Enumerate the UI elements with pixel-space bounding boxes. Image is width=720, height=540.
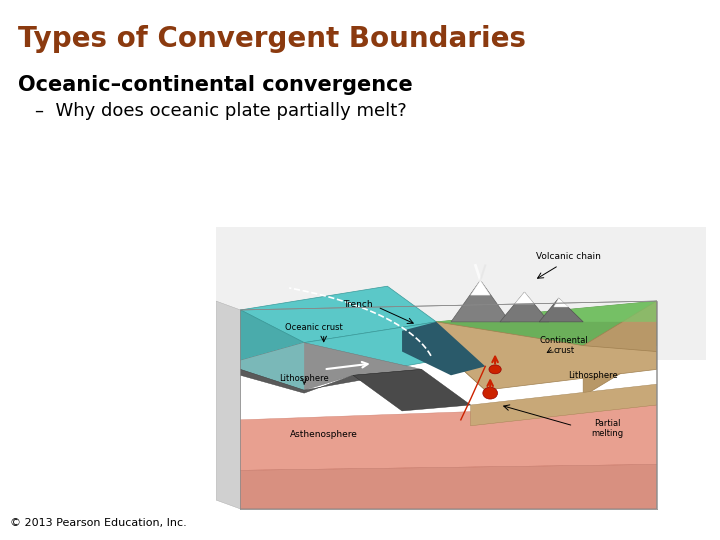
Polygon shape	[500, 292, 549, 322]
Ellipse shape	[489, 365, 501, 374]
Polygon shape	[304, 322, 485, 375]
Polygon shape	[240, 464, 657, 509]
Text: Asthenosphere: Asthenosphere	[289, 430, 358, 439]
Polygon shape	[554, 298, 569, 307]
Text: Partial
melting: Partial melting	[592, 419, 624, 438]
Text: Continental
crust: Continental crust	[539, 336, 588, 355]
Polygon shape	[539, 298, 583, 322]
Polygon shape	[471, 280, 490, 295]
Polygon shape	[240, 310, 304, 390]
Polygon shape	[216, 301, 240, 509]
Polygon shape	[436, 301, 657, 322]
Ellipse shape	[483, 387, 498, 399]
Polygon shape	[240, 286, 436, 342]
Polygon shape	[240, 405, 657, 470]
Text: © 2013 Pearson Education, Inc.: © 2013 Pearson Education, Inc.	[10, 518, 186, 528]
Polygon shape	[216, 227, 706, 361]
Polygon shape	[240, 369, 422, 393]
Text: Oceanic crust: Oceanic crust	[285, 323, 343, 332]
Polygon shape	[451, 280, 510, 322]
Polygon shape	[436, 322, 657, 390]
Polygon shape	[240, 342, 304, 390]
Text: Lithosphere: Lithosphere	[279, 374, 329, 383]
Text: –  Why does oceanic plate partially melt?: – Why does oceanic plate partially melt?	[35, 102, 407, 120]
Text: Volcanic chain: Volcanic chain	[536, 252, 601, 261]
Polygon shape	[515, 292, 534, 304]
Polygon shape	[402, 322, 485, 375]
Polygon shape	[353, 369, 471, 411]
Polygon shape	[583, 301, 657, 396]
Polygon shape	[240, 342, 422, 390]
Text: Lithosphere: Lithosphere	[568, 371, 618, 380]
Polygon shape	[436, 322, 485, 390]
Text: Oceanic–continental convergence: Oceanic–continental convergence	[18, 75, 413, 95]
Text: Trench: Trench	[343, 300, 373, 308]
Polygon shape	[436, 301, 657, 366]
Text: Types of Convergent Boundaries: Types of Convergent Boundaries	[18, 25, 526, 53]
Polygon shape	[471, 384, 657, 426]
